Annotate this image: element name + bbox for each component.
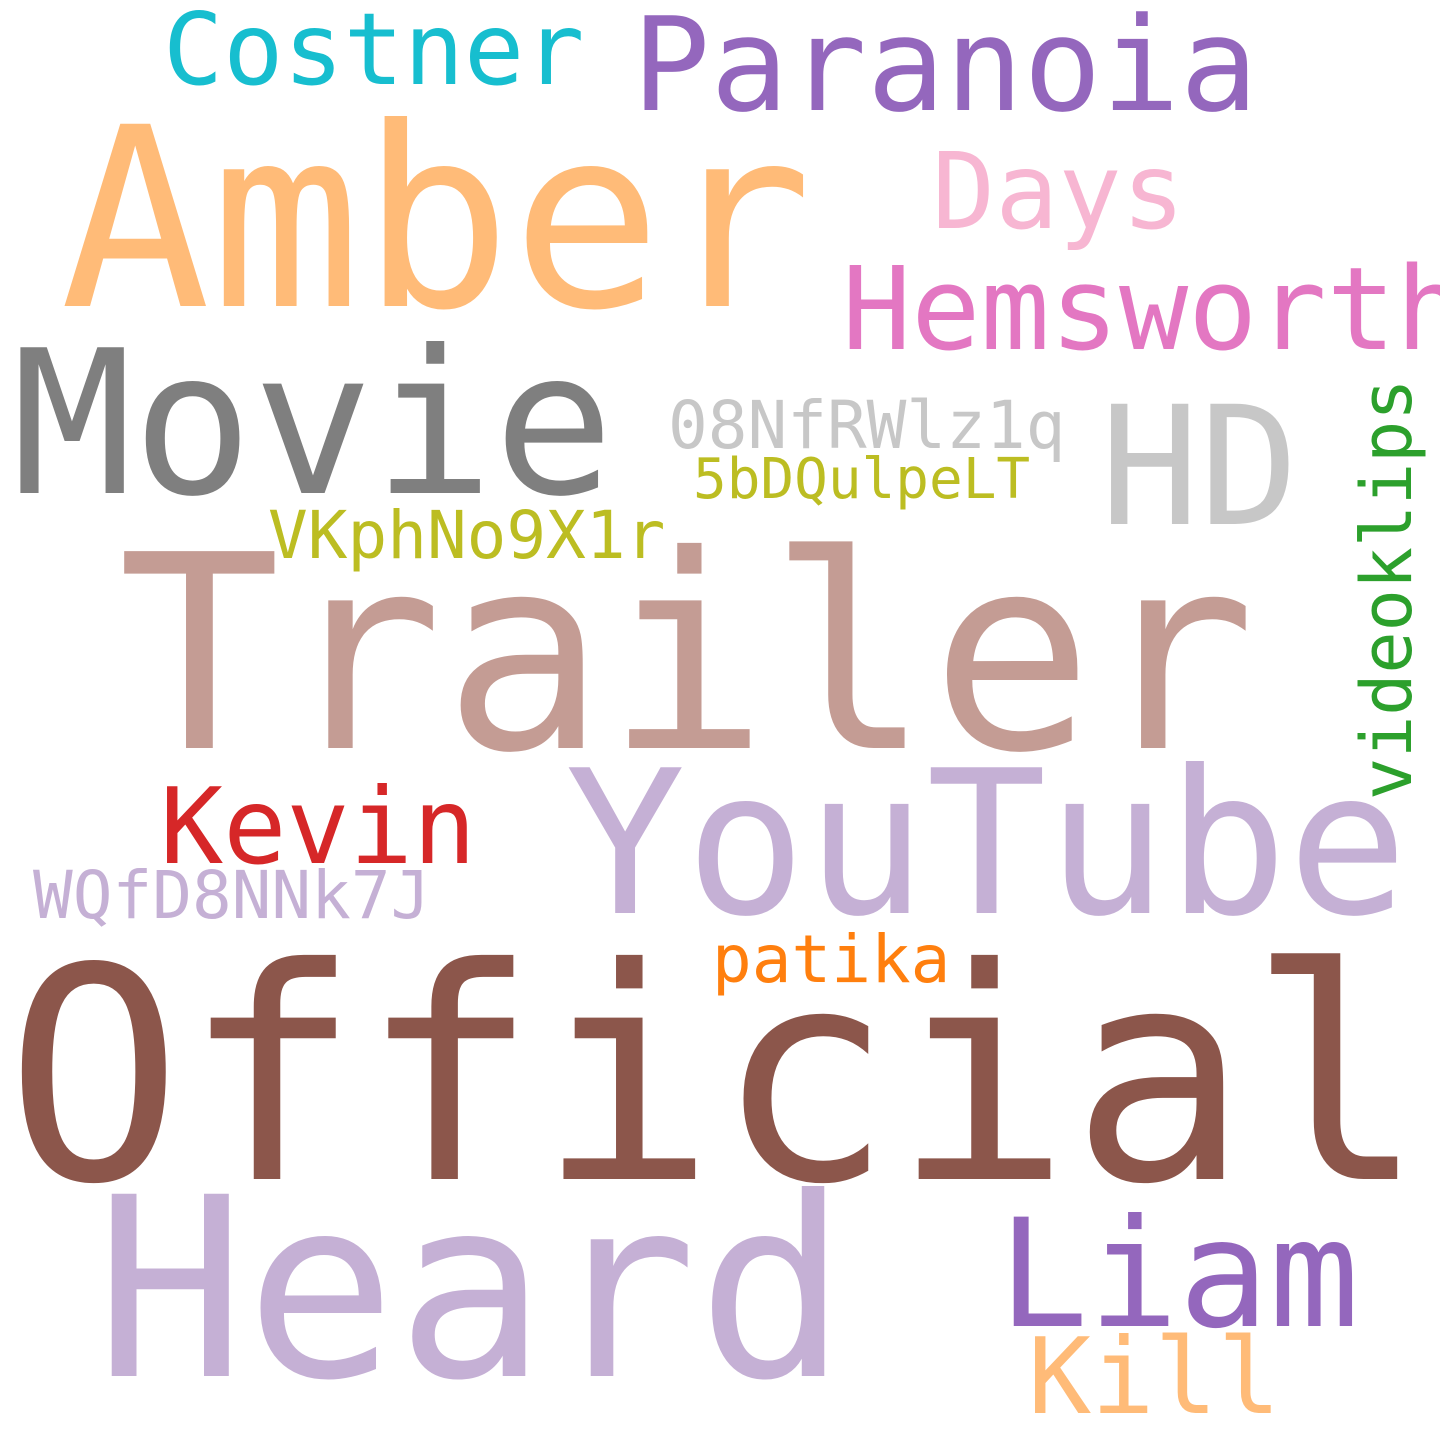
word-paranoia: Paranoia xyxy=(632,0,1259,141)
word-5bdqulpelt: 5bDQulpeLT xyxy=(693,447,1031,512)
word-patika: patika xyxy=(712,921,951,998)
word-kevin: Kevin xyxy=(160,766,477,888)
word-costner: Costner xyxy=(163,0,585,108)
word-hemsworth: Hemsworth xyxy=(842,243,1440,377)
word-videoklips: videoklips xyxy=(1346,378,1428,800)
word-official: Official xyxy=(5,905,1426,1249)
word-liam: Liam xyxy=(998,1188,1360,1362)
word-wqfd8nnk7j: WQfD8NNk7J xyxy=(33,857,431,934)
word-hd: HD xyxy=(1100,371,1299,563)
word-08nfrwlz1q: 08NfRWlz1q xyxy=(668,387,1066,464)
word-days: Days xyxy=(932,131,1185,253)
word-heard: Heard xyxy=(95,1144,848,1435)
word-youtube: YouTube xyxy=(565,728,1408,961)
word-movie: Movie xyxy=(12,308,615,541)
word-amber: Amber xyxy=(60,74,813,365)
word-trailer: Trailer xyxy=(118,497,1256,812)
word-kill: Kill xyxy=(1028,1316,1281,1438)
word-vkphno9x1r: VKphNo9X1r xyxy=(268,497,666,574)
